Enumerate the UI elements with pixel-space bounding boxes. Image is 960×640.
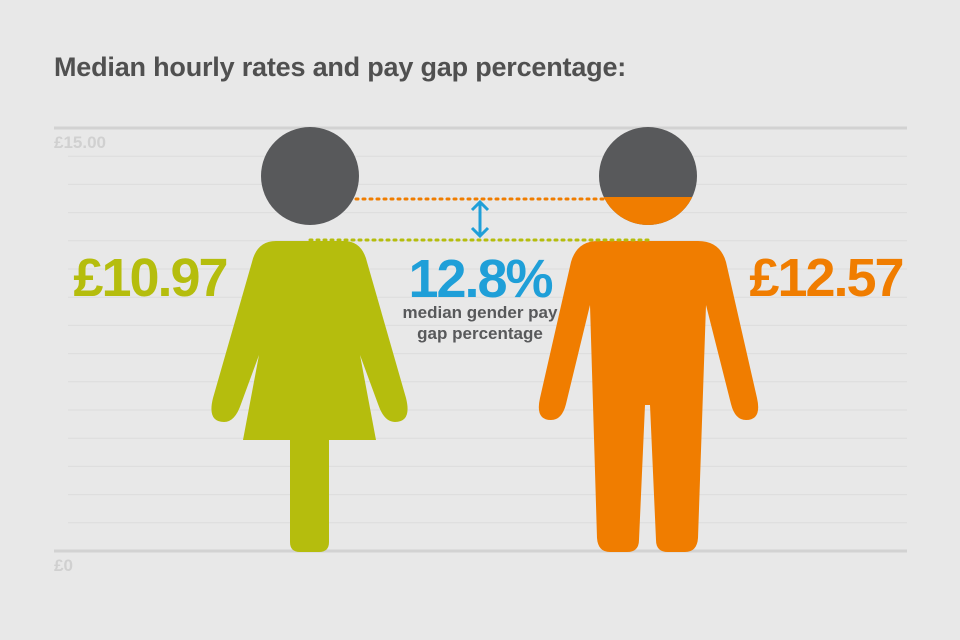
- female-body: [211, 241, 408, 552]
- male-head-gap-fill: [599, 197, 697, 225]
- gap-arrow: [470, 199, 490, 239]
- female-figure: [211, 127, 408, 552]
- chart-title: Median hourly rates and pay gap percenta…: [54, 52, 627, 82]
- gridlines: [54, 126, 907, 553]
- gap-caption-line-1: median gender pay: [403, 303, 558, 322]
- gap-caption-line-2: gap percentage: [417, 324, 543, 343]
- female-value-label: £10.97: [73, 248, 226, 308]
- male-figure: [538, 127, 759, 552]
- male-body: [538, 241, 759, 552]
- y-tick-label-min: £0: [54, 556, 73, 575]
- female-head: [261, 127, 359, 225]
- y-tick-label-max: £15.00: [54, 133, 106, 152]
- male-value-label: £12.57: [749, 248, 902, 308]
- gap-percentage-label: 12.8%: [408, 249, 552, 309]
